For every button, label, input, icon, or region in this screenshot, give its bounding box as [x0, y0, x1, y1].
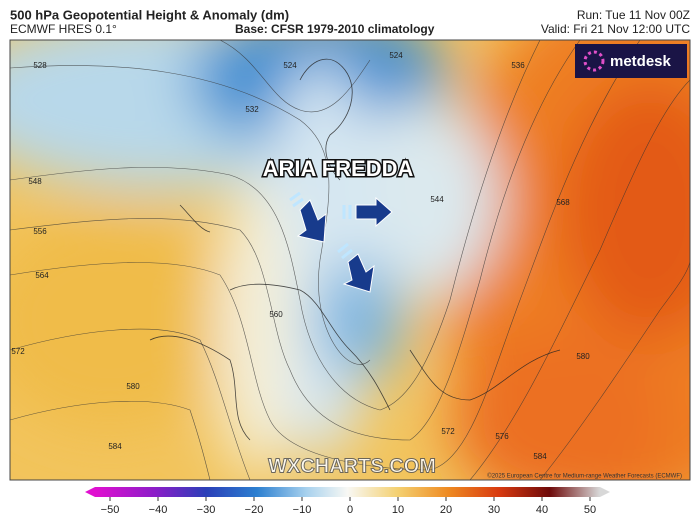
colorbar-tick-label: 0	[347, 504, 353, 516]
colorbar-tick-label: 20	[440, 504, 452, 516]
colorbar-ticks: −50 −40 −30 −20 −10 0 10 20 30 40 50	[101, 497, 596, 516]
logo-text: metdesk	[610, 53, 672, 70]
contour-label: 568	[556, 198, 570, 207]
arrows	[289, 191, 393, 293]
contour-labels: 528 524 532 524 536 548 556 564 572 580 584 560 544 5…	[11, 51, 590, 461]
colorbar-tick-label: −30	[197, 504, 216, 516]
run: Run: Tue 11 Nov 00Z	[577, 8, 690, 22]
contour-label: 564	[35, 271, 49, 280]
colorbar-end	[600, 487, 610, 497]
map-frame	[9, 39, 691, 481]
contour-label: 580	[576, 352, 590, 361]
model: ECMWF HRES 0.1°	[10, 22, 117, 36]
valid: Valid: Fri 21 Nov 12:00 UTC	[541, 22, 691, 36]
base: Base: CFSR 1979-2010 climatology	[235, 22, 435, 36]
copyright: ©2025 European Centre for Medium-range W…	[487, 473, 682, 480]
colorbar-tick-label: −20	[245, 504, 264, 516]
contour-label: 580	[126, 382, 140, 391]
colorbar-end	[85, 487, 95, 497]
contour-label: 532	[245, 105, 259, 114]
contour-label: 544	[430, 195, 444, 204]
colorbar-tick-label: 40	[536, 504, 548, 516]
title: 500 hPa Geopotential Height & Anomaly (d…	[10, 7, 289, 22]
annotation: ARIA FREDDA	[263, 156, 414, 181]
contour-label: 536	[511, 61, 525, 70]
contour-label: 528	[33, 61, 47, 70]
contour-label: 524	[283, 61, 297, 70]
colorbar	[95, 487, 600, 497]
watermark: WXCHARTS.COM	[268, 455, 436, 477]
contour-label: 584	[533, 452, 547, 461]
logo-icon	[583, 50, 605, 72]
contour-label: 556	[33, 227, 47, 236]
colorbar-tick-label: −40	[149, 504, 168, 516]
colorbar-tick-label: 10	[392, 504, 404, 516]
contour-label: 548	[28, 177, 42, 186]
contour-label: 576	[495, 432, 509, 441]
colorbar-tick-label: 50	[584, 504, 596, 516]
colorbar-tick-label: 30	[488, 504, 500, 516]
colorbar-tick-label: −10	[293, 504, 312, 516]
logo-box	[575, 44, 687, 78]
contour-label: 572	[11, 347, 25, 356]
contour-label: 524	[389, 51, 403, 60]
contour-label: 584	[108, 442, 122, 451]
contour-label: 560	[269, 310, 283, 319]
contour-label: 572	[441, 427, 455, 436]
colorbar-tick-label: −50	[101, 504, 120, 516]
